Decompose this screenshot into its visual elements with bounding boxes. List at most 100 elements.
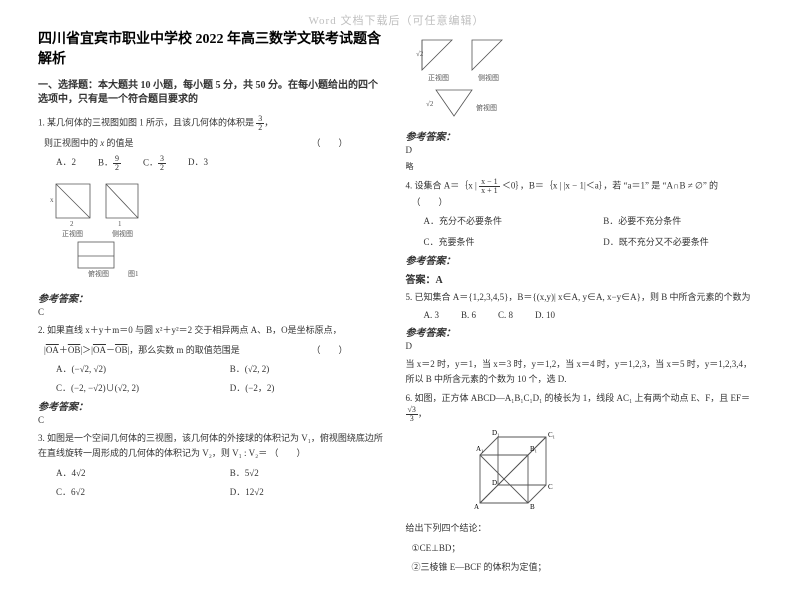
q6-text-a: 6. 如图，正方体 ABCD—A₁B₁C₁D₁ 的棱长为 1，线段 AC₁ 上有…: [406, 393, 750, 403]
l: 答案：: [406, 275, 436, 286]
q6-stem: 6. 如图，正方体 ABCD—A₁B₁C₁D₁ 的棱长为 1，线段 AC₁ 上有…: [406, 391, 756, 423]
v: 4√2: [72, 468, 86, 478]
svg-text:B: B: [530, 503, 535, 511]
three-view-svg-1: x 2 1 正视图 侧视图 俯视图 图1: [48, 176, 168, 286]
q4-options: A．充分不必要条件 B．必要不充分条件 C．充要条件 D．既不充分又不必要条件: [424, 214, 756, 248]
v: 5√2: [245, 468, 259, 478]
q3-note: 略: [406, 161, 756, 172]
q4-answer-label2: 答案：A: [406, 271, 756, 286]
q4-opt-d: D．既不充分又不必要条件: [603, 235, 755, 248]
q3-text-a: 3. 如图是一个空间几何体的三视图，该几何体的外接球的体积记为 V₁，俯视图绕底…: [38, 433, 383, 458]
section-1-head: 一、选择题：本大题共 10 小题，每小题 5 分，共 50 分。在每小题给出的四…: [38, 79, 388, 107]
q6-lead: 给出下列四个结论：: [406, 521, 756, 536]
q1-stem: 1. 某几何体的三视图如图 1 所示，且该几何体的体积是 3 2 ，: [38, 115, 388, 132]
q6-conc-2: ②三棱锥 E—BCF 的体积为定值；: [412, 560, 756, 575]
q3-opt-a: A．4√2: [56, 466, 214, 479]
q6-text-b: ，: [418, 409, 427, 419]
q1-text-d: 的值是: [104, 138, 133, 148]
svg-text:2: 2: [70, 220, 74, 228]
q2-stem: 2. 如果直线 x＋y＋m＝0 与圆 x²＋y²＝2 交于相异两点 A、B，O是…: [38, 323, 388, 338]
opt-label: B．: [98, 158, 113, 168]
q1-options: A．2 B．92 C．32 D．3: [56, 155, 388, 172]
q3-opt-d: D．12√2: [230, 485, 388, 498]
t: －: [106, 345, 115, 355]
q5-setA: A＝{1,2,3,4,5}: [453, 292, 509, 302]
q5-opt-a: A. 3: [424, 310, 440, 320]
q4-text-a: 4. 设集合 A＝｛x |: [406, 181, 477, 191]
q5-options: A. 3 B. 6 C. 8 D. 10: [424, 310, 756, 320]
frac-den: 3: [408, 415, 416, 423]
svg-text:D: D: [492, 479, 497, 487]
q2-opt-c: C．(−2, −√2)∪(√2, 2): [56, 381, 214, 394]
svg-text:正视图: 正视图: [62, 229, 83, 238]
q5-text-c: ，则 B 中所含元素的个数为: [641, 292, 751, 302]
vec-ob2: OB: [115, 345, 128, 355]
svg-text:x: x: [50, 196, 54, 204]
svg-text:俯视图: 俯视图: [476, 103, 497, 112]
q5-opt-b: B. 6: [461, 310, 476, 320]
q3-options: A．4√2 B．5√2 C．6√2 D．12√2: [56, 466, 388, 498]
q4-stem: 4. 设集合 A＝｛x | x − 1 x + 1 ＜0｝，B＝｛x | |x …: [406, 178, 756, 210]
q5-answer-head: 参考答案：: [406, 324, 756, 339]
q5-explain: 当 x＝2 时，y＝1，当 x＝3 时，y＝1,2，当 x＝4 时，y＝1,2,…: [406, 357, 756, 388]
q3-answer: D: [406, 145, 756, 155]
q2-opt-a: A．(−√2, √2): [56, 362, 214, 375]
q1-stem-2: 则正视图中的 x 的值是 （ ）: [44, 136, 388, 151]
svg-text:C₁: C₁: [548, 431, 555, 439]
doc-title: 四川省宜宾市职业中学校 2022 年高三数学文联考试题含解析: [38, 30, 388, 69]
page-container: 四川省宜宾市职业中学校 2022 年高三数学文联考试题含解析 一、选择题：本大题…: [0, 0, 793, 589]
left-column: 四川省宜宾市职业中学校 2022 年高三数学文联考试题含解析 一、选择题：本大题…: [38, 30, 388, 579]
cube-svg: A₁ B₁ C₁ D₁ A B C D: [466, 427, 566, 517]
v: (−2，2): [245, 383, 274, 393]
l: C．: [56, 487, 71, 497]
q3-ratio: V₁ : V₂: [232, 448, 258, 458]
svg-text:俯视图: 俯视图: [88, 269, 109, 278]
q1-text-a: 1. 某几何体的三视图如图 1 所示，且该几何体的体积是: [38, 118, 254, 128]
svg-text:B₁: B₁: [530, 445, 537, 453]
q2-opt-b: B．(√2, 2): [230, 362, 388, 375]
q3-figure: 正视图 侧视图 俯视图 √2 √2: [416, 34, 756, 124]
q4-frac: x − 1 x + 1: [479, 178, 500, 195]
q2-opt-d: D．(−2，2): [230, 381, 388, 394]
q5-stem: 5. 已知集合 A＝{1,2,3,4,5}，B＝{(x,y)| x∈A, y∈A…: [406, 290, 756, 305]
l: B．: [230, 364, 245, 374]
q2-stem-2: |OA＋OB|＞|OA－OB|，那么实数 m 的取值范围是 （ ）: [44, 343, 388, 358]
q3-opt-b: B．5√2: [230, 466, 388, 479]
t: ＋: [59, 345, 68, 355]
t: |，那么实数 m 的取值范围是: [127, 345, 239, 355]
v: (√2, 2): [245, 364, 269, 374]
q1-opt-a: A．2: [56, 155, 76, 172]
q5-opt-c: C. 8: [498, 310, 513, 320]
frac-den: 2: [113, 164, 121, 172]
frac-den: x + 1: [479, 187, 500, 195]
svg-text:A₁: A₁: [476, 445, 484, 453]
q4-answer: A: [436, 275, 443, 286]
q4-blank: （ ）: [412, 197, 448, 207]
q3-stem: 3. 如图是一个空间几何体的三视图，该几何体的外接球的体积记为 V₁，俯视图绕底…: [38, 431, 388, 462]
svg-text:√2: √2: [416, 50, 424, 58]
q3-opt-c: C．6√2: [56, 485, 214, 498]
svg-text:图1: 图1: [128, 270, 139, 278]
l: D．: [230, 487, 246, 497]
opt-label: C．: [143, 158, 158, 168]
q6-frac: √3 3: [406, 406, 418, 423]
q4-text-b: ＜0｝，B＝｛x | |x − 1|＜a｝，若 “a＝1” 是 “A∩B ≠ ∅…: [502, 181, 718, 191]
frac-den: 2: [158, 164, 166, 172]
q5-answer: D: [406, 341, 756, 351]
svg-text:正视图: 正视图: [428, 73, 449, 82]
three-view-svg-2: 正视图 侧视图 俯视图 √2 √2: [416, 34, 556, 124]
vec-ob: OB: [68, 345, 81, 355]
q1-text-c: 则正视图中的: [44, 138, 100, 148]
t: |＞|: [80, 345, 93, 355]
v: 6√2: [71, 487, 85, 497]
svg-text:1: 1: [118, 220, 122, 228]
q1-text-b: ，: [264, 118, 273, 128]
svg-text:D₁: D₁: [492, 429, 500, 437]
q1-opt-b: B．92: [98, 155, 121, 172]
vec-oa: OA: [46, 345, 59, 355]
v: 12√2: [245, 487, 263, 497]
q5-text-a: 5. 已知集合: [406, 292, 453, 302]
q4-opt-a: A．充分不必要条件: [424, 214, 576, 227]
svg-text:C: C: [548, 483, 553, 491]
q2-blank: （ ）: [311, 343, 347, 358]
